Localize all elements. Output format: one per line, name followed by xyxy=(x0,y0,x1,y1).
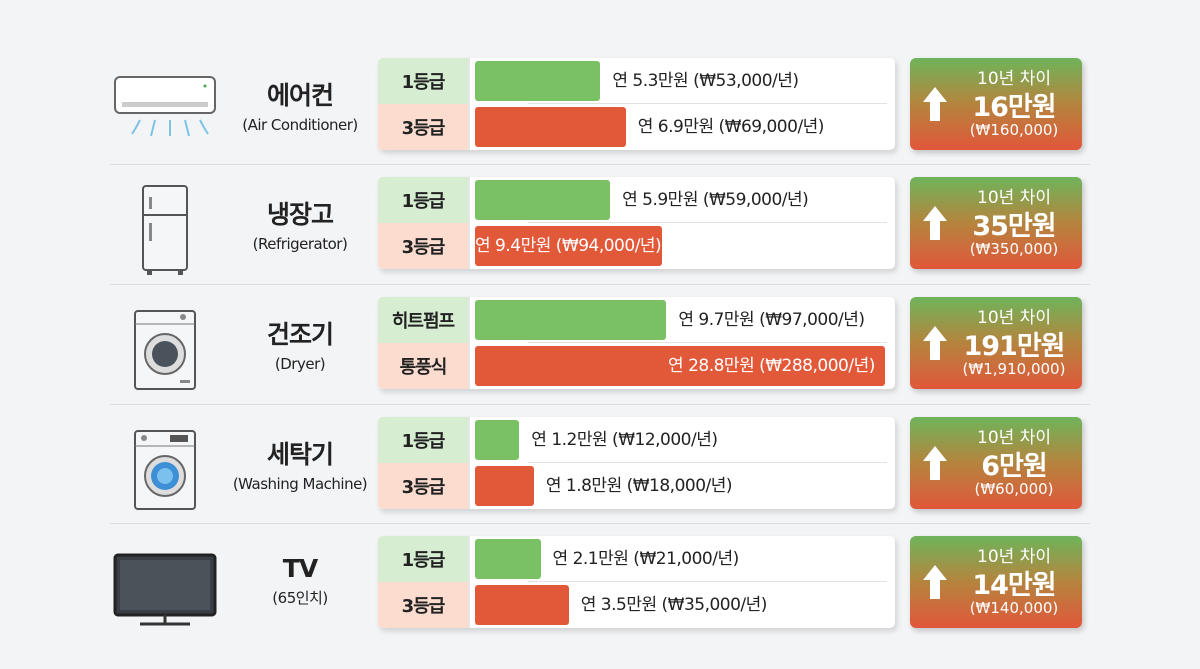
appliance-name: TV (65인치) xyxy=(230,554,370,608)
difference-krw: (₩350,000) xyxy=(969,240,1059,258)
appliance-name-en: (Air Conditioner) xyxy=(242,116,358,134)
bar-inefficient xyxy=(475,585,569,625)
ten-year-difference-badge: 10년 차이 35만원 (₩350,000) xyxy=(910,177,1082,269)
grade-label-inefficient: 3등급 xyxy=(378,104,470,150)
difference-title: 10년 차이 xyxy=(977,308,1051,328)
arrow-up-icon xyxy=(923,326,947,360)
appliance-name: 세탁기 (Washing Machine) xyxy=(230,435,370,493)
appliance-name-ko: 건조기 xyxy=(266,320,334,349)
difference-krw: (₩140,000) xyxy=(969,599,1059,617)
tv-icon xyxy=(100,542,230,637)
divider xyxy=(528,103,887,104)
bar-inefficient xyxy=(475,466,534,506)
grade-label-efficient: 히트펌프 xyxy=(378,297,470,343)
cost-panel: 1등급 3등급 연 5.9만원 (₩59,000/년) 연 9.4만원 (₩94,… xyxy=(378,177,895,269)
appliance-row: 에어컨 (Air Conditioner) 1등급 3등급 연 5.3만원 (₩… xyxy=(100,58,1100,178)
appliance-name: 에어컨 (Air Conditioner) xyxy=(230,76,370,134)
difference-value: 191만원 xyxy=(963,331,1065,362)
appliance-row: 건조기 (Dryer) 히트펌프 통풍식 연 9.7만원 (₩97,000/년)… xyxy=(100,297,1100,417)
refrigerator-icon xyxy=(100,183,230,278)
appliance-name: 건조기 (Dryer) xyxy=(230,315,370,373)
ten-year-difference-badge: 10년 차이 6만원 (₩60,000) xyxy=(910,417,1082,509)
arrow-up-icon xyxy=(923,565,947,599)
cost-panel: 1등급 3등급 연 5.3만원 (₩53,000/년) 연 6.9만원 (₩69,… xyxy=(378,58,895,150)
air-conditioner-icon xyxy=(100,64,230,159)
grade-label-inefficient: 3등급 xyxy=(378,582,470,628)
appliance-row: 세탁기 (Washing Machine) 1등급 3등급 연 1.2만원 (₩… xyxy=(100,417,1100,537)
difference-value: 6만원 xyxy=(981,451,1047,482)
appliance-name-ko: TV xyxy=(282,554,318,583)
appliance-name: 냉장고 (Refrigerator) xyxy=(230,195,370,253)
grade-label-inefficient: 통풍식 xyxy=(378,343,470,389)
grade-label-inefficient: 3등급 xyxy=(378,463,470,509)
appliance-name-en: (Refrigerator) xyxy=(252,235,348,253)
difference-title: 10년 차이 xyxy=(977,69,1051,89)
value-label-efficient: 연 1.2만원 (₩12,000/년) xyxy=(531,430,718,450)
bar-inefficient xyxy=(475,346,885,386)
value-label-efficient: 연 9.7만원 (₩97,000/년) xyxy=(678,310,865,330)
bar-inefficient xyxy=(475,107,626,147)
divider xyxy=(528,342,887,343)
value-label-inefficient: 연 28.8만원 (₩288,000/년) xyxy=(668,356,875,376)
row-divider xyxy=(110,284,1090,285)
appliance-name-en: (Washing Machine) xyxy=(232,475,368,493)
value-label-inefficient: 연 1.8만원 (₩18,000/년) xyxy=(545,476,733,496)
value-label-inefficient: 연 6.9만원 (₩69,000/년) xyxy=(637,117,825,137)
appliance-name-en: (65인치) xyxy=(272,589,328,607)
cost-panel: 1등급 3등급 연 2.1만원 (₩21,000/년) 연 3.5만원 (₩35,… xyxy=(378,536,895,628)
divider xyxy=(528,222,887,223)
difference-value: 14만원 xyxy=(972,570,1056,601)
divider xyxy=(528,462,887,463)
appliance-name-ko: 냉장고 xyxy=(266,200,334,229)
row-divider xyxy=(110,523,1090,524)
grade-label-efficient: 1등급 xyxy=(378,536,470,582)
divider xyxy=(528,581,887,582)
cost-panel: 1등급 3등급 연 1.2만원 (₩12,000/년) 연 1.8만원 (₩18,… xyxy=(378,417,895,509)
difference-krw: (₩160,000) xyxy=(969,121,1059,139)
row-divider xyxy=(110,164,1090,165)
grade-label-efficient: 1등급 xyxy=(378,177,470,223)
difference-title: 10년 차이 xyxy=(977,547,1051,567)
row-divider xyxy=(110,404,1090,405)
ten-year-difference-badge: 10년 차이 191만원 (₩1,910,000) xyxy=(910,297,1082,389)
value-label-inefficient: 연 3.5만원 (₩35,000/년) xyxy=(580,595,768,615)
appliance-row: 냉장고 (Refrigerator) 1등급 3등급 연 5.9만원 (₩59,… xyxy=(100,177,1100,297)
difference-krw: (₩1,910,000) xyxy=(962,360,1066,378)
appliance-name-ko: 세탁기 xyxy=(266,440,334,469)
arrow-up-icon xyxy=(923,87,947,121)
bar-efficient xyxy=(475,420,520,460)
bar-efficient xyxy=(475,180,611,220)
grade-label-efficient: 1등급 xyxy=(378,417,470,463)
appliance-name-en: (Dryer) xyxy=(274,355,326,373)
bar-efficient xyxy=(475,61,601,101)
appliance-name-ko: 에어컨 xyxy=(266,81,334,110)
bar-efficient xyxy=(475,539,541,579)
difference-value: 16만원 xyxy=(972,92,1056,123)
arrow-up-icon xyxy=(923,206,947,240)
difference-title: 10년 차이 xyxy=(977,188,1051,208)
difference-krw: (₩60,000) xyxy=(974,480,1054,498)
washing-machine-icon xyxy=(100,423,230,518)
bar-efficient xyxy=(475,300,667,340)
difference-title: 10년 차이 xyxy=(977,428,1051,448)
value-label-efficient: 연 5.3만원 (₩53,000/년) xyxy=(612,71,799,91)
ten-year-difference-badge: 10년 차이 14만원 (₩140,000) xyxy=(910,536,1082,628)
value-label-efficient: 연 5.9만원 (₩59,000/년) xyxy=(622,190,809,210)
difference-value: 35만원 xyxy=(972,211,1056,242)
ten-year-difference-badge: 10년 차이 16만원 (₩160,000) xyxy=(910,58,1082,150)
grade-label-efficient: 1등급 xyxy=(378,58,470,104)
bar-inefficient xyxy=(475,226,663,266)
dryer-icon xyxy=(100,303,230,398)
value-label-inefficient: 연 9.4만원 (₩94,000/년) xyxy=(475,236,662,256)
appliance-row: TV (65인치) 1등급 3등급 연 2.1만원 (₩21,000/년) 연 3… xyxy=(100,536,1100,656)
value-label-efficient: 연 2.1만원 (₩21,000/년) xyxy=(552,549,740,569)
grade-label-inefficient: 3등급 xyxy=(378,223,470,269)
cost-panel: 히트펌프 통풍식 연 9.7만원 (₩97,000/년) 연 28.8만원 (₩2… xyxy=(378,297,895,389)
arrow-up-icon xyxy=(923,446,947,480)
